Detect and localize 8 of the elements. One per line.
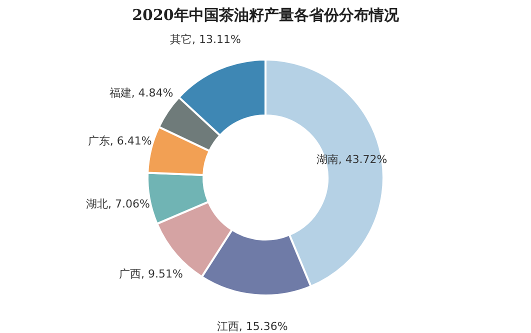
chart-title: 2020年中国茶油籽产量各省份分布情况 [132,6,400,24]
slice-label: 湖南, 43.72% [316,153,388,166]
slice-label: 福建, 4.84% [109,86,174,100]
slice-label: 广西, 9.51% [118,267,183,280]
slice-label: 江西, 15.36% [216,320,288,333]
slice-label: 广东, 6.41% [88,134,152,148]
slice-label: 其它, 13.11% [170,33,241,46]
slice-label: 湖北, 7.06% [86,198,150,211]
